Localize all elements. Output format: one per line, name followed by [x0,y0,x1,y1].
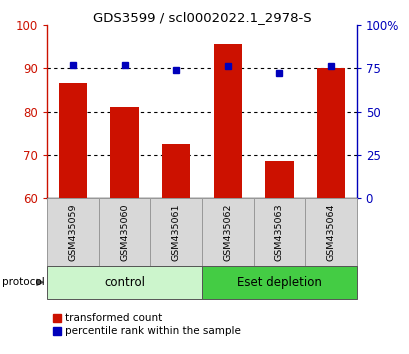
Bar [201,198,253,266]
Bar [150,198,201,266]
Text: GSM435062: GSM435062 [222,203,231,261]
Text: GSM435059: GSM435059 [68,203,77,261]
Text: control: control [104,276,145,289]
Text: GSM435061: GSM435061 [171,203,180,261]
Bar [304,198,356,266]
Text: GSM435063: GSM435063 [274,203,283,261]
Bar [253,198,304,266]
Bar [316,68,344,198]
Title: GDS3599 / scl0002022.1_2978-S: GDS3599 / scl0002022.1_2978-S [92,11,310,24]
Bar [213,44,241,198]
Text: protocol: protocol [2,277,45,287]
Bar [99,198,150,266]
Bar [47,266,202,299]
Text: GSM435064: GSM435064 [326,203,335,261]
Bar [201,266,356,299]
Text: Eset depletion: Eset depletion [236,276,321,289]
Text: GSM435060: GSM435060 [120,203,129,261]
Bar [47,198,99,266]
Bar [58,83,87,198]
Legend: transformed count, percentile rank within the sample: transformed count, percentile rank withi… [52,313,240,336]
Bar [110,107,138,198]
Bar [162,144,190,198]
Bar [265,161,293,198]
